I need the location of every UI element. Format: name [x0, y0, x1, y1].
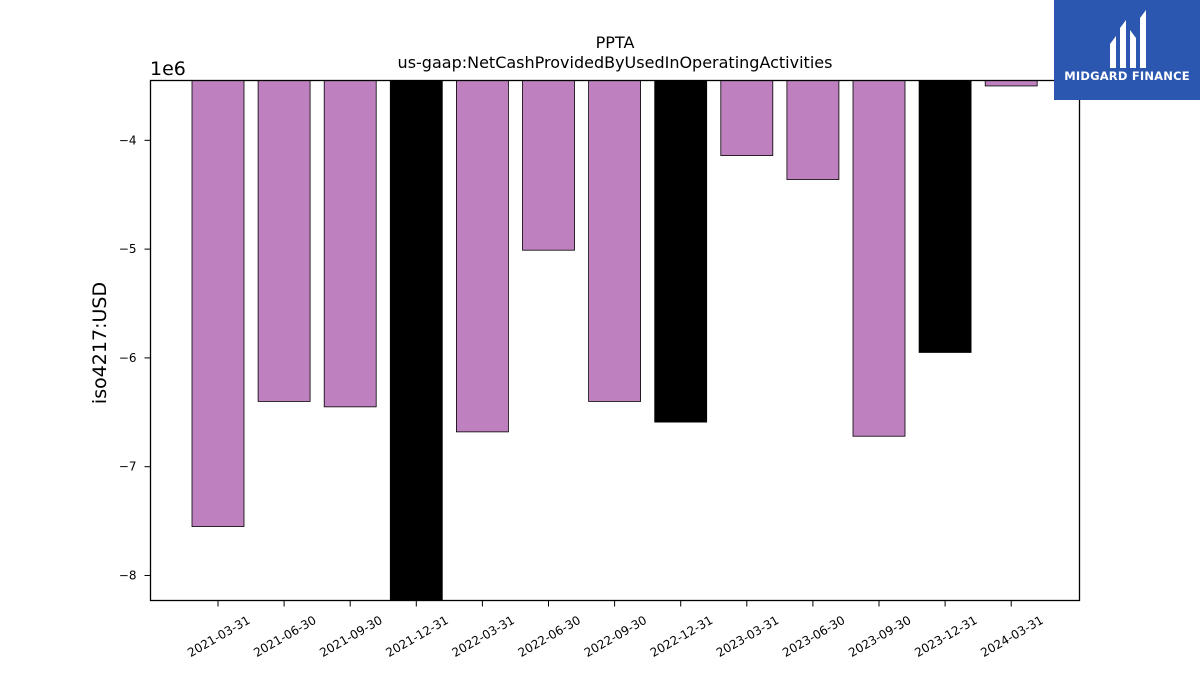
- x-tick-label: 2023-12-31: [912, 613, 979, 660]
- chart-subtitle: us-gaap:NetCashProvidedByUsedInOperating…: [398, 53, 833, 72]
- bars: [191, 80, 1038, 601]
- bar-2022-03-31: [455, 80, 509, 433]
- chart-title: PPTA: [596, 33, 635, 52]
- x-tick-label: 2022-06-30: [516, 613, 583, 660]
- x-tick-label: 2022-12-31: [648, 613, 715, 660]
- bar-2023-03-31: [720, 80, 774, 156]
- logo: MIDGARD FINANCE: [1054, 0, 1200, 100]
- x-tick-label: 2022-09-30: [582, 613, 649, 660]
- x-tick-label: 2021-03-31: [185, 613, 252, 660]
- plot-frame: [149, 79, 1081, 602]
- bar-2023-09-30: [852, 80, 906, 437]
- y-tick-label: −5: [119, 242, 137, 256]
- y-tick-label: −4: [119, 133, 137, 147]
- bar-2021-09-30: [323, 80, 377, 408]
- y-tick-label: −8: [119, 568, 137, 582]
- bar-2024-03-31: [984, 80, 1038, 87]
- bar-2023-06-30: [786, 80, 840, 180]
- bar-2021-06-30: [257, 80, 311, 402]
- x-ticks: 2021-03-312021-06-302021-09-302021-12-31…: [185, 600, 1046, 660]
- x-tick-label: 2021-12-31: [383, 613, 450, 660]
- y-axis-label: iso4217:USD: [89, 282, 111, 404]
- y-tick-label: −7: [119, 460, 137, 474]
- bar-2023-12-31: [918, 80, 972, 353]
- bar-2022-06-30: [522, 80, 575, 251]
- y-offset-label: 1e6: [150, 58, 186, 80]
- x-tick-label: 2023-09-30: [846, 613, 913, 660]
- x-tick-label: 2021-09-30: [317, 613, 384, 660]
- logo-text: MIDGARD FINANCE: [1064, 69, 1190, 83]
- y-ticks: −8 −7 −6 −5 −4: [119, 133, 151, 582]
- y-tick-label: −6: [119, 351, 137, 365]
- bar-2021-03-31: [191, 80, 245, 527]
- x-tick-label: 2024-03-31: [978, 613, 1045, 660]
- x-tick-label: 2023-06-30: [780, 613, 847, 660]
- bar-2021-12-31: [389, 80, 443, 601]
- x-tick-label: 2023-03-31: [714, 613, 781, 660]
- x-tick-label: 2021-06-30: [251, 613, 318, 660]
- x-tick-label: 2022-03-31: [449, 613, 516, 660]
- bar-2022-12-31: [654, 80, 708, 423]
- bar-2022-09-30: [588, 80, 641, 402]
- logo-mark-icon: [1110, 10, 1146, 68]
